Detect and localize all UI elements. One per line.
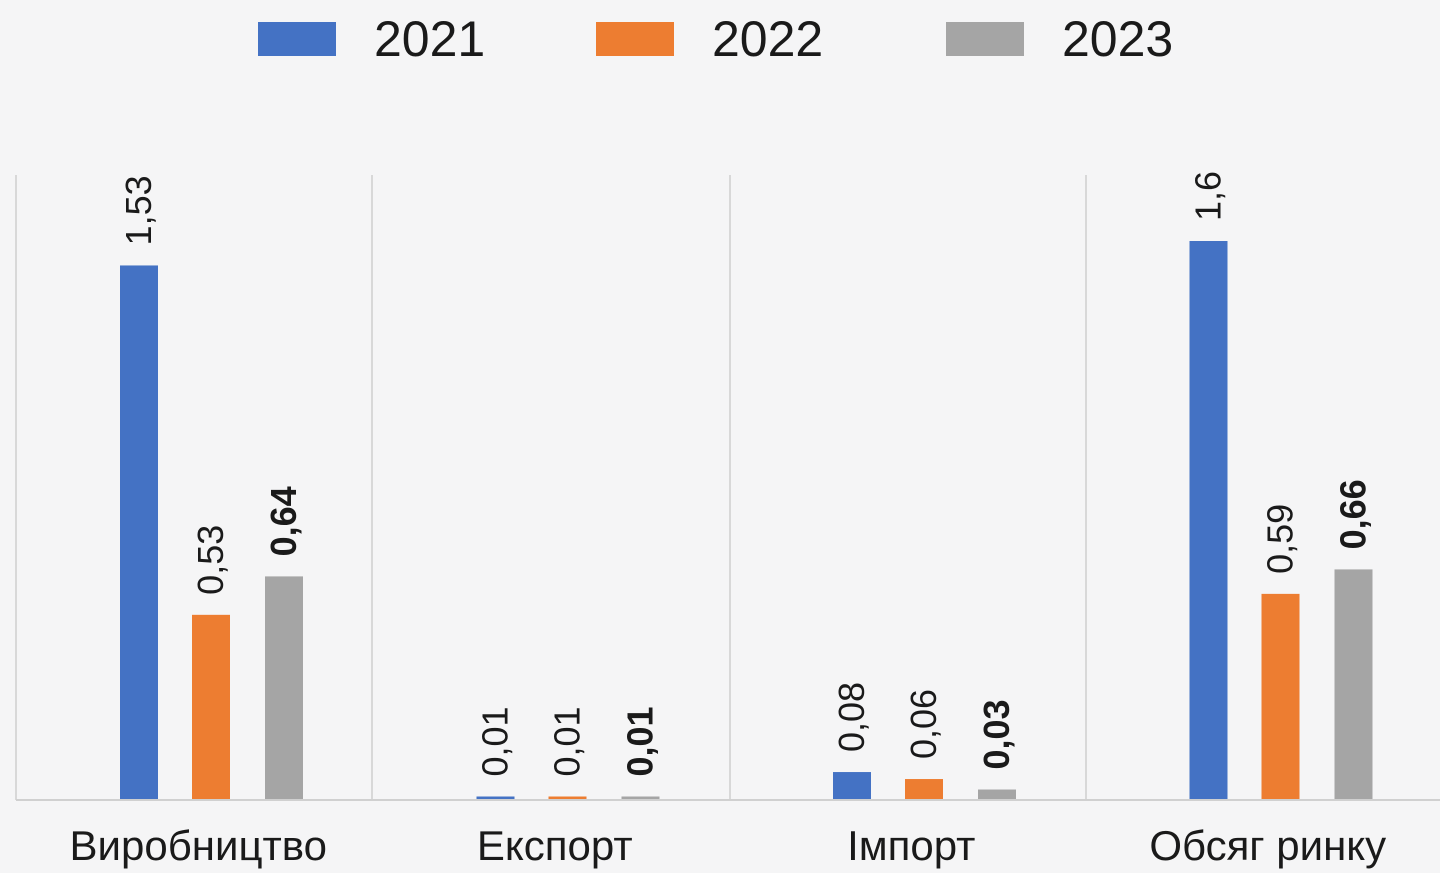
legend-item-2023: 2023 <box>946 11 1173 67</box>
bar-2022-0 <box>192 614 230 800</box>
bar-2021-0 <box>120 265 158 800</box>
category-label-3: Обсяг ринку <box>1149 822 1386 869</box>
legend-swatch <box>596 22 674 56</box>
bar-2022-1 <box>548 796 587 800</box>
value-label-2023-0: 0,64 <box>263 486 304 556</box>
bar-2021-2 <box>833 772 871 800</box>
value-label-2023-3: 0,66 <box>1333 479 1374 549</box>
bars <box>120 241 1373 800</box>
bar-2023-0 <box>265 576 303 800</box>
value-label-2021-3: 1,6 <box>1188 171 1229 221</box>
category-label-2: Імпорт <box>847 822 975 869</box>
category-label-1: Експорт <box>477 822 633 869</box>
legend-label: 2023 <box>1062 11 1173 67</box>
value-label-2022-1: 0,01 <box>547 706 588 776</box>
legend-swatch <box>946 22 1024 56</box>
value-label-2022-3: 0,59 <box>1260 504 1301 574</box>
bar-2022-2 <box>905 779 943 800</box>
legend-label: 2022 <box>712 11 823 67</box>
bar-2021-3 <box>1189 241 1228 800</box>
legend: 2021 2022 2023 <box>258 11 1173 67</box>
value-label-2021-2: 0,08 <box>831 682 872 752</box>
value-label-2021-0: 1,53 <box>118 175 159 245</box>
bar-2023-1 <box>621 796 660 800</box>
bar-2023-2 <box>978 789 1016 800</box>
value-label-2021-1: 0,01 <box>475 706 516 776</box>
value-label-2022-0: 0,53 <box>190 525 231 595</box>
legend-swatch <box>258 22 336 56</box>
bar-2021-1 <box>476 796 515 800</box>
legend-item-2021: 2021 <box>258 11 485 67</box>
value-label-2022-2: 0,06 <box>903 689 944 759</box>
category-label-0: Виробництво <box>70 822 327 869</box>
category-separators <box>15 175 1087 800</box>
legend-item-2022: 2022 <box>596 11 823 67</box>
value-labels: 1,53 0,53 0,64 0,01 0,01 0,01 0,08 0,06 0,03 1,6 0… <box>118 171 1374 777</box>
category-labels: Виробництво Експорт Імпорт Обсяг ринку <box>70 822 1387 869</box>
legend-label: 2021 <box>374 11 485 67</box>
bar-2023-3 <box>1334 569 1373 800</box>
bar-2022-3 <box>1261 593 1300 800</box>
value-label-2023-1: 0,01 <box>620 706 661 776</box>
value-label-2023-2: 0,03 <box>976 699 1017 769</box>
